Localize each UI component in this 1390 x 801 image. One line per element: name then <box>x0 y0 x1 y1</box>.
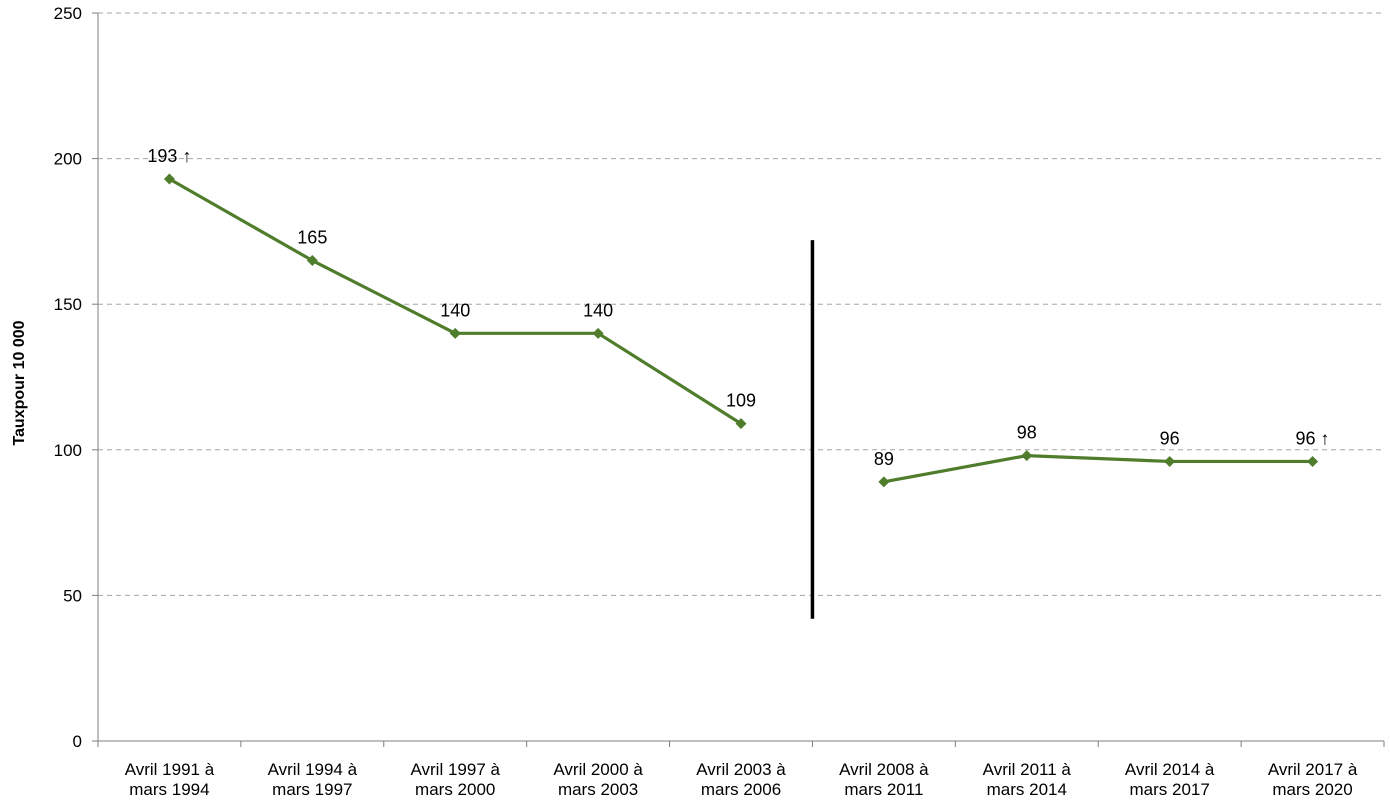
x-tick-label-line: mars 2011 <box>844 780 923 799</box>
x-tick-label: Avril 1997 à mars 2000 <box>410 760 500 799</box>
x-tick-label-line: Avril 1991 à <box>125 760 215 779</box>
gridlines <box>98 12 1384 596</box>
data-point-marker <box>1164 455 1176 467</box>
data-point-marker <box>306 255 318 267</box>
x-tick-label-line: Avril 2014 à <box>1125 760 1215 779</box>
data-label: 98 <box>1017 423 1037 443</box>
x-tick-label: Avril 2000 à mars 2003 <box>553 760 643 799</box>
data-label: 96 ↑ <box>1296 428 1330 448</box>
x-tick-label-line: Avril 2000 à <box>553 760 643 779</box>
x-tick-label-line: mars 2006 <box>701 780 781 799</box>
x-tick-label-line: mars 2000 <box>415 780 495 799</box>
x-tick-label: Avril 1991 à mars 1994 <box>125 760 215 799</box>
data-label: 140 <box>440 300 470 320</box>
y-tick-label: 200 <box>54 150 82 169</box>
x-tick-label: Avril 2003 à mars 2006 <box>696 760 786 799</box>
y-tick-label: 150 <box>54 295 82 314</box>
y-tick-label: 250 <box>54 4 82 23</box>
data-point-marker <box>449 327 461 339</box>
x-tick-label-line: mars 1994 <box>129 780 209 799</box>
y-axis-label: Tauxpour 10 000 <box>11 320 28 445</box>
data-point-marker <box>1021 450 1033 462</box>
y-tick-label: 100 <box>54 441 82 460</box>
x-tick-label: Avril 2008 à mars 2011 <box>839 760 929 799</box>
data-point-marker <box>735 418 747 430</box>
data-label: 165 <box>297 228 327 248</box>
data-label: 193 ↑ <box>147 146 191 166</box>
data-points <box>163 173 1319 488</box>
x-tick-label-line: Avril 2008 à <box>839 760 929 779</box>
x-tick-label: Avril 1994 à mars 1997 <box>268 760 358 799</box>
data-label: 89 <box>874 449 894 469</box>
x-tick-label-line: Avril 2003 à <box>696 760 786 779</box>
data-label: 140 <box>583 300 613 320</box>
data-labels: 193 ↑ 165 140 140 109 89 98 96 96 ↑ <box>147 146 1329 469</box>
data-point-marker <box>163 173 175 185</box>
x-tick-label-line: mars 2017 <box>1130 780 1210 799</box>
x-tick-label-line: Avril 1997 à <box>410 760 500 779</box>
x-tick-label-line: Avril 1994 à <box>268 760 358 779</box>
series-line <box>883 454 1313 484</box>
x-tick-label-line: mars 2003 <box>558 780 638 799</box>
data-point-marker <box>878 476 890 488</box>
series-lines <box>168 177 1313 484</box>
axes <box>92 12 1385 747</box>
x-tick-label-line: mars 2020 <box>1272 780 1352 799</box>
y-tick-label: 50 <box>63 586 82 605</box>
y-tick-labels: 0 50 100 150 200 250 <box>54 4 82 751</box>
data-point-marker <box>1307 455 1319 467</box>
x-tick-label-line: mars 1997 <box>272 780 352 799</box>
x-tick-label-line: Avril 2011 à <box>983 760 1072 779</box>
x-tick-label: Avril 2017 à mars 2020 <box>1268 760 1358 799</box>
x-tick-label-line: mars 2014 <box>987 780 1067 799</box>
data-label: 109 <box>726 391 756 411</box>
y-tick-label: 0 <box>73 732 82 751</box>
data-label: 96 <box>1160 428 1180 448</box>
x-tick-label: Avril 2011 à mars 2014 <box>983 760 1072 799</box>
data-point-marker <box>592 327 604 339</box>
x-tick-label-line: Avril 2017 à <box>1268 760 1358 779</box>
x-tick-label: Avril 2014 à mars 2017 <box>1125 760 1215 799</box>
